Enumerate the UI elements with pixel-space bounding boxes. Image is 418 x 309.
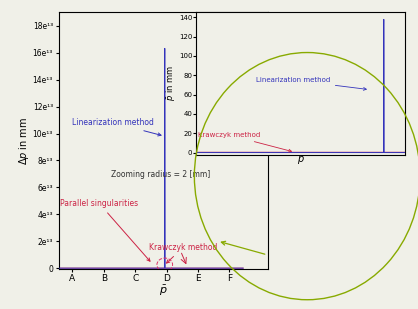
Text: Linearization method: Linearization method — [256, 77, 366, 90]
X-axis label: $p$: $p$ — [297, 154, 305, 167]
Text: Zooming radius = 2 [mm]: Zooming radius = 2 [mm] — [111, 170, 210, 179]
X-axis label: $\bar{p}$: $\bar{p}$ — [159, 283, 167, 298]
Text: Krawczyk method: Krawczyk method — [199, 132, 291, 152]
Text: Parallel singularities: Parallel singularities — [60, 199, 150, 261]
Y-axis label: $\bar{p}$ in mm: $\bar{p}$ in mm — [164, 66, 177, 101]
Text: Krawczyk method: Krawczyk method — [149, 243, 217, 263]
Text: Linearization method: Linearization method — [72, 118, 161, 136]
Y-axis label: $\Delta p$ in mm: $\Delta p$ in mm — [17, 116, 31, 165]
